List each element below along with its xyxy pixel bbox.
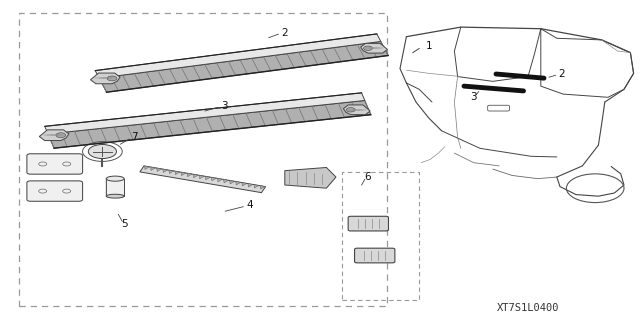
Polygon shape <box>163 169 168 173</box>
Polygon shape <box>199 175 204 179</box>
Polygon shape <box>223 180 228 183</box>
Polygon shape <box>175 171 180 174</box>
Polygon shape <box>361 43 387 53</box>
Ellipse shape <box>106 194 124 198</box>
Polygon shape <box>193 174 198 178</box>
Text: 3: 3 <box>470 92 477 102</box>
Circle shape <box>364 46 372 50</box>
Polygon shape <box>45 93 365 134</box>
Polygon shape <box>248 184 253 187</box>
Text: XT7S1L0400: XT7S1L0400 <box>497 303 559 313</box>
Text: 4: 4 <box>246 200 253 210</box>
Polygon shape <box>211 177 216 181</box>
Text: 1: 1 <box>426 41 432 51</box>
FancyBboxPatch shape <box>348 216 388 231</box>
Polygon shape <box>90 73 120 84</box>
Polygon shape <box>344 105 370 115</box>
Bar <box>19 13 387 306</box>
Ellipse shape <box>106 176 124 181</box>
Circle shape <box>88 145 116 159</box>
FancyBboxPatch shape <box>27 154 83 174</box>
FancyBboxPatch shape <box>106 179 124 196</box>
Text: 2: 2 <box>559 69 565 79</box>
Polygon shape <box>187 173 192 177</box>
Text: 2: 2 <box>282 27 288 38</box>
Polygon shape <box>95 34 381 78</box>
Polygon shape <box>150 167 156 170</box>
Polygon shape <box>140 166 266 193</box>
Polygon shape <box>169 170 174 174</box>
Bar <box>342 172 419 300</box>
Circle shape <box>56 133 66 137</box>
FancyBboxPatch shape <box>27 181 83 201</box>
Polygon shape <box>39 130 69 141</box>
Polygon shape <box>157 168 162 172</box>
Polygon shape <box>48 100 371 148</box>
Text: 7: 7 <box>131 132 138 142</box>
Polygon shape <box>236 182 241 185</box>
Circle shape <box>346 108 355 112</box>
Polygon shape <box>99 41 388 92</box>
Polygon shape <box>285 167 336 188</box>
Text: 5: 5 <box>122 219 128 229</box>
Polygon shape <box>181 172 186 176</box>
Text: 6: 6 <box>364 172 371 182</box>
Text: 3: 3 <box>221 101 227 111</box>
Polygon shape <box>254 185 259 188</box>
Circle shape <box>107 76 117 81</box>
Polygon shape <box>205 176 211 180</box>
Polygon shape <box>242 182 247 186</box>
Polygon shape <box>145 166 150 169</box>
Polygon shape <box>230 181 235 184</box>
Polygon shape <box>218 178 223 182</box>
FancyBboxPatch shape <box>355 248 395 263</box>
Polygon shape <box>260 186 265 189</box>
